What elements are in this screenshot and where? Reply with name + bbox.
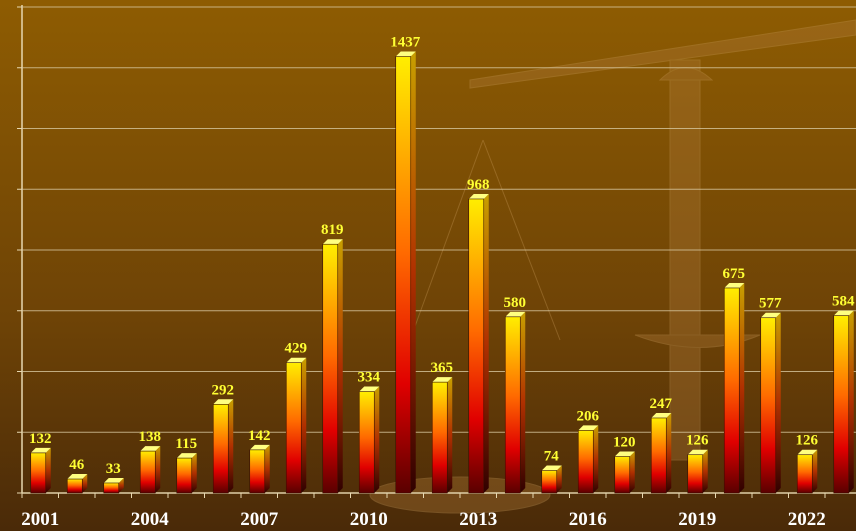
value-label: 74: [544, 449, 560, 465]
bar: [213, 404, 228, 493]
bar-side: [338, 239, 343, 493]
bar-side: [411, 52, 416, 493]
bar: [396, 57, 411, 493]
value-label: 115: [175, 436, 197, 452]
bar: [104, 483, 119, 493]
x-tick-label: 2013: [459, 509, 497, 530]
value-label: 580: [504, 295, 527, 311]
bar: [797, 455, 812, 493]
bar-side: [228, 399, 233, 493]
bar: [31, 453, 46, 493]
bar-side: [374, 387, 379, 493]
x-tick-label: 2007: [240, 509, 279, 530]
bar: [359, 392, 374, 493]
value-label: 429: [285, 341, 308, 357]
bar: [67, 479, 82, 493]
bar-side: [812, 450, 817, 493]
bar-side: [301, 358, 306, 493]
bar: [140, 451, 155, 493]
value-label: 132: [29, 431, 52, 447]
value-label: 33: [106, 461, 121, 477]
value-label: 819: [321, 222, 344, 238]
value-label: 247: [650, 396, 673, 412]
bar: [724, 288, 739, 493]
bar: [688, 455, 703, 493]
value-label: 675: [723, 266, 746, 282]
bar: [469, 199, 484, 493]
value-label: 1437: [390, 35, 421, 51]
chart: 2001 132 46 33 2004 138 115 292 2007 142 429 819 201…: [0, 0, 856, 531]
bar-side: [155, 446, 160, 493]
bar-side: [849, 311, 854, 493]
bar-side: [739, 283, 744, 493]
bar: [505, 317, 520, 493]
bar: [432, 382, 447, 493]
bar-side: [192, 453, 197, 493]
bar-side: [703, 450, 708, 493]
bar: [177, 458, 192, 493]
value-label: 126: [686, 433, 709, 449]
bar: [578, 430, 593, 493]
bar: [250, 450, 265, 493]
value-label: 138: [139, 429, 162, 445]
value-label: 968: [467, 177, 490, 193]
bar-side: [265, 445, 270, 493]
bar: [615, 457, 630, 493]
bar: [323, 244, 338, 493]
bar-side: [593, 425, 598, 493]
value-label: 46: [69, 457, 85, 473]
x-tick-label: 2019: [678, 509, 716, 530]
value-label: 577: [759, 296, 782, 312]
bar-side: [46, 448, 51, 493]
x-tick-label: 2001: [21, 509, 59, 530]
bar-side: [520, 312, 525, 493]
value-label: 292: [212, 382, 235, 398]
value-label: 142: [248, 428, 271, 444]
value-label: 206: [577, 408, 600, 424]
value-label: 120: [613, 435, 636, 451]
bar: [542, 471, 557, 493]
bar-side: [447, 377, 452, 493]
value-label: 584: [832, 294, 855, 310]
x-tick-label: 2004: [131, 509, 170, 530]
value-label: 365: [431, 360, 454, 376]
value-label: 126: [796, 433, 819, 449]
x-tick-label: 2022: [788, 509, 826, 530]
bar-side: [484, 194, 489, 493]
bar: [286, 363, 301, 493]
bar-side: [630, 452, 635, 493]
bar: [761, 318, 776, 493]
bar: [651, 418, 666, 493]
x-tick-label: 2010: [350, 509, 388, 530]
bar-side: [666, 413, 671, 493]
value-label: 334: [358, 370, 381, 386]
x-tick-label: 2016: [569, 509, 607, 530]
bar-side: [776, 313, 781, 493]
bar: [834, 316, 849, 493]
